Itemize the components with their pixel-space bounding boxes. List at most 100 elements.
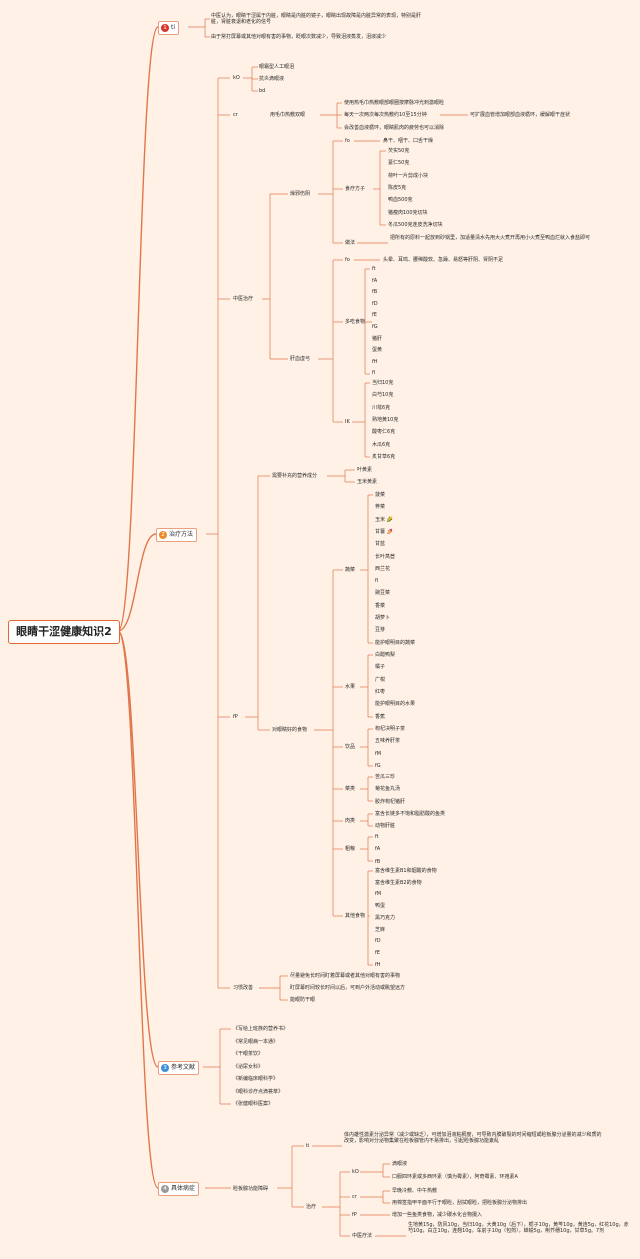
- node[interactable]: 会改善血液循环，眼睛肌肉的疲劳也可以消除: [344, 125, 445, 131]
- node[interactable]: 做法: [345, 240, 356, 246]
- list-item[interactable]: 陈皮5克: [388, 184, 407, 191]
- node[interactable]: 习惯改善: [233, 985, 254, 991]
- list-item[interactable]: 《常见眼病一本通》: [233, 1038, 279, 1045]
- list-item[interactable]: 《泌尿女科》: [233, 1063, 264, 1070]
- node[interactable]: 叶黄素: [357, 467, 373, 473]
- list-item[interactable]: 橘子: [375, 664, 386, 671]
- list-item[interactable]: 《眼科诊疗点滴荟萃》: [233, 1088, 284, 1095]
- list-item[interactable]: fA: [375, 846, 381, 853]
- node[interactable]: 玉米黄素: [357, 479, 378, 485]
- node[interactable]: IK: [345, 419, 350, 425]
- list-item[interactable]: 当归10克: [372, 380, 394, 386]
- node[interactable]: 能眼防干眼: [290, 997, 316, 1003]
- node[interactable]: 粗粮: [345, 846, 356, 852]
- node[interactable]: 早晚冷敷、中午热敷: [392, 1188, 438, 1194]
- node[interactable]: 蔬菜: [345, 567, 356, 573]
- node[interactable]: 把所有的原料一起放到砂锅里，加适量清水先用大火煮开再用小火煮至鸭血烂就入食盐即可: [390, 235, 591, 241]
- list-item[interactable]: fD: [372, 300, 378, 307]
- list-item[interactable]: 芝麻: [375, 926, 386, 933]
- list-item[interactable]: fA: [372, 277, 378, 284]
- list-item[interactable]: 炙甘草6克: [372, 453, 396, 460]
- list-item[interactable]: 香蕉: [375, 713, 386, 720]
- list-item[interactable]: 甘蓝: [375, 541, 386, 548]
- list-item[interactable]: 胶炸枸杞猪肝: [375, 798, 406, 805]
- node[interactable]: 口服四环素或多西环素（慎为霉素），阿奇霉素、环孢素A: [392, 1174, 518, 1180]
- list-item[interactable]: 熟地黄10克: [372, 416, 399, 423]
- list-item[interactable]: 广柑: [375, 676, 386, 683]
- list-item[interactable]: 西兰花: [375, 565, 391, 572]
- node[interactable]: fo: [345, 257, 350, 263]
- list-item[interactable]: 白醋鸭梨: [375, 652, 396, 658]
- node[interactable]: 治疗: [306, 1204, 317, 1210]
- list-item[interactable]: fE: [375, 949, 380, 956]
- list-item[interactable]: 芡实50克: [388, 148, 410, 154]
- list-item[interactable]: 菊花鱼丸汤: [375, 786, 401, 793]
- list-item[interactable]: 《干眼茶饮》: [233, 1051, 264, 1057]
- list-item[interactable]: fM: [375, 891, 382, 898]
- node[interactable]: 抗炎滴眼液: [259, 76, 285, 82]
- list-item[interactable]: fI: [375, 578, 379, 585]
- list-item[interactable]: 香菜: [375, 602, 386, 609]
- node[interactable]: 对眼睛好的食物: [272, 727, 308, 733]
- branch-4[interactable]: 4 具体病症: [158, 1182, 200, 1196]
- node[interactable]: 中医治疗: [233, 296, 254, 302]
- node[interactable]: 其他食物: [345, 913, 366, 919]
- list-item[interactable]: fG: [372, 324, 378, 330]
- list-item[interactable]: 五味养肝茶: [375, 738, 401, 745]
- node[interactable]: 水果: [345, 684, 356, 690]
- node[interactable]: 肝血虚弓: [290, 356, 311, 362]
- node[interactable]: 睑板腺功能障碍: [233, 1186, 269, 1192]
- list-item[interactable]: fB: [375, 858, 381, 865]
- list-item[interactable]: fE: [372, 312, 377, 319]
- list-item[interactable]: 猪瘦肉100克切块: [388, 209, 428, 216]
- node[interactable]: 可扩展血管增加眼部血液循环，缓解眼干症状: [470, 112, 571, 118]
- list-item[interactable]: 猪肝: [372, 335, 383, 342]
- node[interactable]: 使用热毛巾热敷眼部眼圈按摩脉冲光刺激眼睑: [344, 100, 445, 106]
- node[interactable]: 增加一些鱼类食物，减少碳水化合物摄入: [392, 1212, 483, 1218]
- node[interactable]: kO: [233, 75, 240, 81]
- node[interactable]: 肉类: [345, 818, 356, 824]
- node[interactable]: 饮品: [345, 744, 356, 750]
- list-item[interactable]: 菠菜: [375, 492, 386, 498]
- node[interactable]: 用毛巾热敷双眼: [270, 112, 306, 118]
- node[interactable]: fP: [233, 714, 238, 720]
- list-item[interactable]: 白芍10克: [372, 392, 394, 399]
- list-item[interactable]: 能护眼明目的蔬菜: [375, 639, 416, 646]
- list-item[interactable]: fM: [375, 750, 382, 757]
- list-item[interactable]: 荷叶一片剪成小块: [388, 172, 429, 179]
- node[interactable]: 菜类: [345, 786, 356, 792]
- list-item[interactable]: 长叶莴苣: [375, 553, 396, 560]
- node[interactable]: fo: [345, 138, 350, 144]
- list-item[interactable]: 木瓜6克: [372, 441, 391, 448]
- list-item[interactable]: 鸭血500克: [388, 197, 413, 204]
- node[interactable]: bd: [259, 88, 266, 94]
- node[interactable]: 每天一次两次每次热敷约10至15分钟: [344, 112, 427, 118]
- node[interactable]: 尽量避免长时间盯着屏幕或者其他对眼有害的事物: [290, 973, 401, 979]
- node[interactable]: 多吃食物: [345, 319, 366, 325]
- list-item[interactable]: ft: [372, 266, 376, 272]
- list-item[interactable]: 酸枣仁6克: [372, 429, 396, 436]
- list-item[interactable]: 富含长链多不饱和脂肪酸的鱼类: [375, 811, 446, 817]
- list-item[interactable]: 川芎6克: [372, 404, 391, 411]
- node[interactable]: 需要补充的营养成分: [272, 473, 318, 479]
- list-item[interactable]: fI: [372, 370, 376, 377]
- list-item[interactable]: fH: [372, 358, 378, 365]
- node[interactable]: ti: [306, 1143, 310, 1149]
- node[interactable]: 滴眼液: [392, 1161, 408, 1167]
- list-item[interactable]: ft: [375, 834, 379, 840]
- list-item[interactable]: 豌豆菜: [375, 590, 391, 597]
- list-item[interactable]: 动物肝脏: [375, 823, 396, 830]
- node[interactable]: 鼻干、咽干、口舌干燥: [383, 138, 434, 144]
- list-item[interactable]: 《写给上班族的营养书》: [233, 1026, 289, 1032]
- node[interactable]: cr: [233, 112, 238, 118]
- node[interactable]: 燥邪伤阴: [290, 191, 311, 197]
- list-item[interactable]: 苦瓜三珍: [375, 774, 396, 780]
- list-item[interactable]: 玉米 🌽: [375, 516, 393, 523]
- node[interactable]: 中医疗法: [352, 1233, 373, 1239]
- list-item[interactable]: 豆芽: [375, 627, 386, 634]
- list-item[interactable]: fD: [375, 938, 381, 945]
- list-item[interactable]: 荠菜: [375, 504, 386, 511]
- list-item[interactable]: fB: [372, 289, 378, 296]
- list-item[interactable]: 《张健眼科医案》: [233, 1101, 274, 1107]
- list-item[interactable]: fH: [375, 961, 381, 968]
